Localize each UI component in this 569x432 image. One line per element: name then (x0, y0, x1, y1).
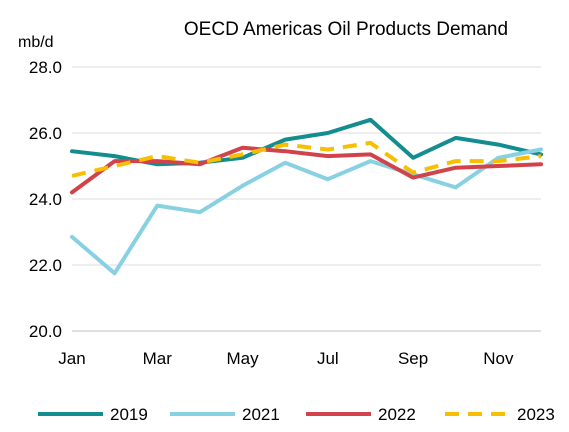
x-tick-label: Nov (483, 349, 514, 368)
series-lines (70, 117, 543, 276)
chart-title: OECD Americas Oil Products Demand (184, 19, 508, 40)
series-line-2022 (70, 145, 543, 195)
y-tick-label: 28.0 (29, 58, 62, 77)
y-tick-label: 22.0 (29, 256, 62, 275)
y-tick-label: 20.0 (29, 322, 62, 341)
y-tick-label: 24.0 (29, 190, 62, 209)
legend-label-2022: 2022 (378, 405, 416, 424)
legend-label-2019: 2019 (110, 405, 148, 424)
legend-label-2021: 2021 (242, 405, 280, 424)
x-tick-label: Sep (398, 349, 428, 368)
y-axis-ticks: 20.0 22.0 24.0 26.0 28.0 (29, 58, 62, 341)
x-axis-ticks: Jan Mar May Jul Sep Nov (58, 349, 514, 368)
y-axis-unit-label: mb/d (18, 34, 54, 51)
gridlines (72, 66, 541, 332)
x-tick-label: Jul (317, 349, 339, 368)
x-tick-label: May (226, 349, 259, 368)
x-tick-label: Mar (143, 349, 173, 368)
legend: 2019 2021 2022 2023 (38, 405, 555, 424)
series-line-2021 (70, 147, 543, 276)
x-tick-label: Jan (58, 349, 85, 368)
y-tick-label: 26.0 (29, 124, 62, 143)
series-line-2023 (71, 140, 542, 178)
legend-label-2023: 2023 (517, 405, 555, 424)
